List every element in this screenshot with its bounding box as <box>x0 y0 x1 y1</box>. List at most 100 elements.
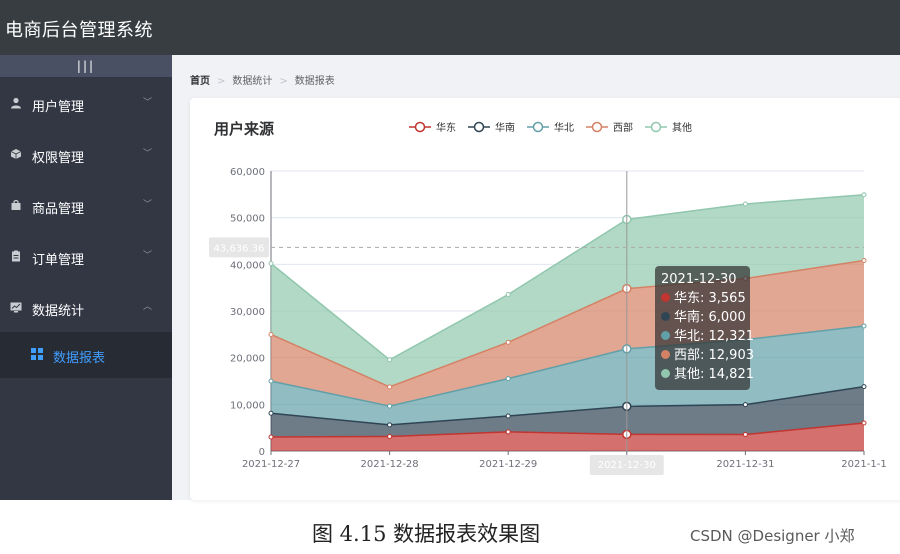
tooltip-value: 西部: 12,903 <box>674 348 754 363</box>
sidebar-item-label: 订单管理 <box>32 253 85 268</box>
shopping-bag-icon <box>10 199 22 211</box>
tooltip-marker <box>661 293 670 302</box>
legend-item[interactable]: 华北 <box>527 121 574 134</box>
sidebar-item-label: 权限管理 <box>32 151 85 166</box>
tooltip-row: 其他: 14,821 <box>661 365 754 384</box>
data-point <box>505 339 511 345</box>
data-point <box>861 192 867 198</box>
data-point <box>861 384 867 390</box>
data-point <box>505 429 511 435</box>
legend-marker <box>473 121 485 133</box>
y-tick-label: 20,000 <box>230 354 265 365</box>
series-area <box>271 194 864 387</box>
tooltip-title: 2021-12-30 <box>661 272 737 287</box>
data-point <box>505 376 511 382</box>
data-point <box>268 434 274 440</box>
data-point <box>505 292 511 298</box>
data-point <box>742 432 748 438</box>
app-title: 电商后台管理系统 <box>5 20 153 41</box>
breadcrumb-home[interactable]: 首页 <box>190 76 210 87</box>
breadcrumb-separator-icon: > <box>217 76 226 87</box>
tooltip-row: 西部: 12,903 <box>661 346 754 365</box>
legend-item[interactable]: 西部 <box>586 121 633 134</box>
tooltip-value: 华南: 6,000 <box>674 310 746 325</box>
x-tick-label: 2021-12-28 <box>361 459 419 470</box>
sidebar-subitem-data-report[interactable]: 数据报表 <box>0 332 172 378</box>
tooltip-value: 华东: 3,565 <box>674 291 746 306</box>
sidebar: ||| 用户管理 ﹀ 权限管理 ﹀ 商品管理 ﹀ 订单 <box>0 55 172 500</box>
legend-label: 华东 <box>436 121 456 134</box>
series-area <box>271 423 864 451</box>
data-point <box>861 420 867 426</box>
y-tick-label: 60,000 <box>230 167 265 178</box>
data-point <box>387 357 393 363</box>
data-point <box>268 378 274 384</box>
data-point <box>387 433 393 439</box>
series-line <box>270 194 865 361</box>
data-point <box>268 260 274 266</box>
sidebar-item-user-management[interactable]: 用户管理 ﹀ <box>0 79 172 129</box>
user-icon <box>10 97 22 109</box>
clipboard-icon <box>10 250 22 262</box>
figure-caption: 图 4.15 数据报表效果图 <box>312 522 541 546</box>
x-tick-label: 2021-12-31 <box>716 459 774 470</box>
data-point <box>387 384 393 390</box>
legend-marker <box>532 121 544 133</box>
data-point <box>742 402 748 408</box>
legend-label: 西部 <box>613 121 633 134</box>
tooltip-marker <box>661 331 670 340</box>
tooltip-marker <box>661 369 670 378</box>
y-tick-label: 30,000 <box>230 307 265 318</box>
chart-title: 用户来源 <box>214 120 274 138</box>
sidebar-item-label: 用户管理 <box>32 100 85 115</box>
sidebar-item-data-statistics[interactable]: 数据统计 ︿ <box>0 283 172 333</box>
data-point <box>268 410 274 416</box>
sidebar-collapse-toggle[interactable]: ||| <box>0 55 172 77</box>
tooltip-value: 其他: 14,821 <box>674 367 754 382</box>
breadcrumb-item: 数据统计 <box>232 76 273 87</box>
breadcrumb-item: 数据报表 <box>294 76 335 87</box>
sidebar-item-product-management[interactable]: 商品管理 ﹀ <box>0 181 172 231</box>
legend-label: 其他 <box>672 121 692 134</box>
sidebar-item-order-management[interactable]: 订单管理 ﹀ <box>0 232 172 282</box>
chart-icon <box>10 301 22 313</box>
legend-label: 华南 <box>495 121 515 134</box>
x-tick-label: 2021-12-29 <box>479 459 537 470</box>
legend-marker <box>591 121 603 133</box>
user-source-chart[interactable]: 用户来源 华东 华南 华北 西部 其他 0 10,000 20,000 30,000 40,000 5… <box>0 0 900 500</box>
data-point <box>861 323 867 329</box>
breadcrumb: 首页 > 数据统计 > 数据报表 <box>190 72 335 87</box>
tooltip-row: 华南: 6,000 <box>661 308 746 327</box>
axis-pointer-x-label: 2021-12-30 <box>598 460 656 471</box>
tooltip-row: 华北: 12,321 <box>661 327 754 346</box>
data-point <box>861 258 867 264</box>
y-tick-label: 40,000 <box>230 260 265 271</box>
series-line <box>270 259 865 388</box>
legend-item[interactable]: 华东 <box>409 121 456 134</box>
chevron-down-icon: ﹀ <box>143 149 153 159</box>
series-line <box>270 325 865 407</box>
tooltip-value: 华北: 12,321 <box>674 329 754 344</box>
y-tick-label: 10,000 <box>230 400 265 411</box>
x-tick-label: 2021-1-1 <box>841 459 886 470</box>
data-point <box>387 422 393 428</box>
legend-item[interactable]: 其他 <box>645 121 692 134</box>
chevron-down-icon: ﹀ <box>143 251 153 261</box>
chevron-down-icon: ﹀ <box>143 200 153 210</box>
sidebar-item-label: 数据统计 <box>32 304 85 319</box>
data-point <box>387 403 393 409</box>
sidebar-item-permission-management[interactable]: 权限管理 ﹀ <box>0 130 172 180</box>
grid-icon <box>31 348 44 361</box>
tooltip-marker <box>661 350 670 359</box>
breadcrumb-separator-icon: > <box>279 76 288 87</box>
legend-item[interactable]: 华南 <box>468 121 515 134</box>
cube-icon <box>10 148 22 160</box>
axis-pointer-y-label: 43,636.36 <box>214 243 265 254</box>
y-tick-label: 50,000 <box>230 214 265 225</box>
legend-label: 华北 <box>554 121 574 134</box>
watermark: CSDN @Designer 小郑 <box>690 527 855 545</box>
data-point <box>742 201 748 207</box>
series-line <box>270 385 865 426</box>
tooltip-row: 华东: 3,565 <box>661 289 746 308</box>
legend-marker <box>650 121 662 133</box>
